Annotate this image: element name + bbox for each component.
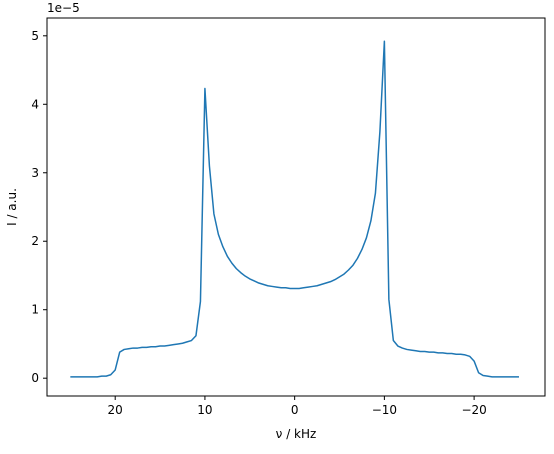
x-tick-label: 20: [108, 403, 123, 417]
y-offset-label: 1e−5: [47, 1, 80, 15]
x-axis-label: ν / kHz: [276, 427, 317, 441]
y-tick-label: 3: [31, 166, 39, 180]
x-tick-label: 10: [197, 403, 212, 417]
y-tick-label: 4: [31, 97, 39, 111]
x-tick-label: −20: [461, 403, 486, 417]
x-tick-label: 0: [291, 403, 299, 417]
axes-frame: [46, 17, 546, 397]
y-tick-label: 1: [31, 303, 39, 317]
y-tick-label: 2: [31, 234, 39, 248]
y-axis-label: I / a.u.: [5, 188, 19, 226]
y-tick-label: 5: [31, 29, 39, 43]
y-tick-label: 0: [31, 371, 39, 385]
data-line: [70, 40, 519, 378]
x-tick-label: −10: [372, 403, 397, 417]
